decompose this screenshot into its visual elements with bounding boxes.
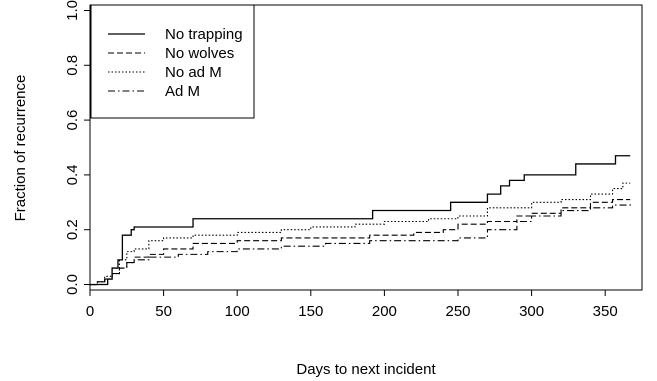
y-tick-label: 1.0 — [64, 0, 81, 21]
series-layer — [90, 155, 631, 286]
y-tick-label: 0.6 — [64, 110, 81, 131]
legend-label: No trapping — [165, 26, 243, 43]
y-axis: 0.0 0.2 0.4 0.6 0.8 1.0 — [64, 0, 90, 295]
legend-label: No ad M — [165, 64, 222, 81]
series-line-1 — [90, 155, 631, 286]
y-tick-label: 0.2 — [64, 219, 81, 240]
y-axis-label: Fraction of recurrence — [12, 75, 29, 222]
x-tick-label: 200 — [372, 303, 397, 320]
legend-label: No wolves — [165, 45, 234, 62]
x-tick-label: 150 — [298, 303, 323, 320]
x-tick-label: 100 — [225, 303, 250, 320]
y-tick-label: 0.8 — [64, 55, 81, 76]
y-tick-label: 0.4 — [64, 164, 81, 185]
x-tick-label: 0 — [86, 303, 94, 320]
x-tick-label: 300 — [519, 303, 544, 320]
legend-label: Ad M — [165, 83, 200, 100]
series-line-4 — [90, 202, 631, 286]
y-tick-label: 0.0 — [64, 274, 81, 295]
plot-frame — [89, 4, 643, 291]
x-tick-label: 50 — [155, 303, 172, 320]
x-axis: 0 50 100 150 200 250 300 350 — [86, 290, 618, 320]
series-line-2 — [90, 199, 631, 286]
series-line-3 — [90, 182, 631, 286]
legend: No trapping No wolves No ad M Ad M — [90, 4, 255, 119]
x-axis-label: Days to next incident — [296, 361, 436, 378]
x-tick-label: 350 — [593, 303, 618, 320]
legend-box — [90, 4, 255, 119]
x-tick-label: 250 — [445, 303, 470, 320]
